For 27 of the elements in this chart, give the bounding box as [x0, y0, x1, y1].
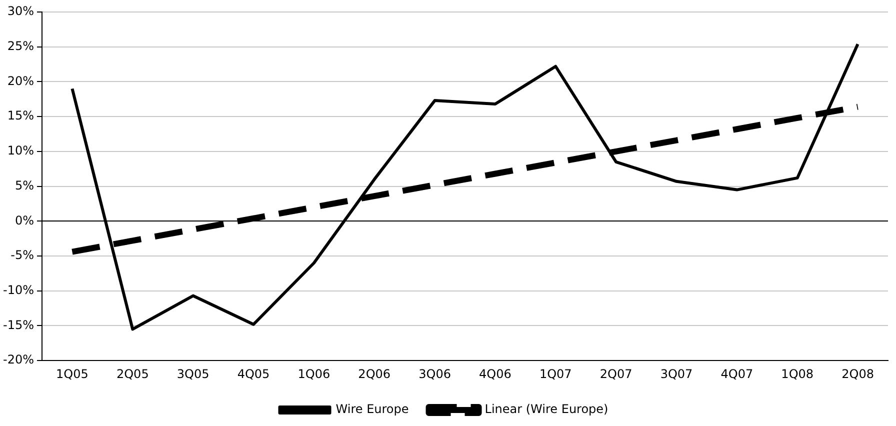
x-tick-label: 4Q05 — [237, 366, 270, 381]
y-tick-label: -5% — [10, 248, 34, 262]
x-tick-label: 2Q08 — [842, 366, 874, 381]
y-tick-label: 0% — [14, 213, 34, 228]
x-tick-label: 1Q05 — [56, 366, 88, 381]
y-tick-label: 15% — [7, 108, 34, 123]
x-tick-label: 1Q08 — [781, 366, 814, 381]
y-tick-label: 10% — [7, 144, 34, 158]
x-tick-label: 2Q07 — [600, 366, 632, 381]
x-tick-label: 1Q07 — [539, 366, 572, 381]
x-tick-label: 4Q06 — [479, 366, 512, 381]
x-tick-label: 1Q06 — [298, 366, 330, 381]
y-tick-label: 30% — [7, 4, 34, 18]
y-tick-label: 25% — [7, 38, 34, 53]
x-tick-label: 3Q05 — [176, 366, 210, 381]
y-tick-label: 5% — [14, 178, 34, 192]
y-tick-label: -10% — [2, 283, 34, 298]
x-tick-label: 3Q06 — [418, 366, 451, 381]
x-tick-label: 4Q07 — [720, 366, 754, 381]
legend-label: Linear (Wire Europe) — [484, 402, 608, 416]
y-tick-label: -20% — [2, 352, 34, 367]
y-tick-label: 20% — [7, 74, 34, 88]
x-tick-label: 2Q06 — [358, 366, 391, 381]
legend-label: Wire Europe — [336, 402, 409, 416]
x-tick-label: 3Q07 — [660, 366, 693, 381]
y-tick-label: -15% — [2, 318, 34, 332]
x-tick-label: 2Q05 — [116, 366, 149, 381]
